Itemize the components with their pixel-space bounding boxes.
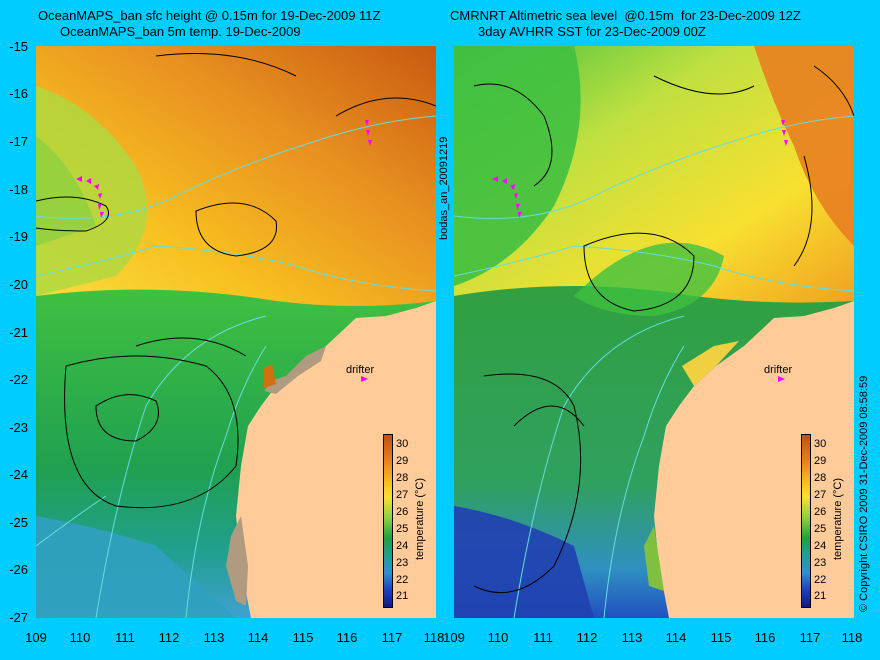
cb-tick: 25 <box>396 523 409 535</box>
cb-tick: 23 <box>814 557 827 569</box>
right-colorbar-label: temperature (°C) <box>832 477 844 560</box>
right-title-line1: CMRNRT Altimetric sea level @0.15m for 2… <box>450 8 801 23</box>
left-colorbar-label: temperature (°C) <box>414 477 426 560</box>
y-tick: -25 <box>9 515 28 530</box>
left-sst-map <box>36 46 436 618</box>
left-map-panel <box>36 46 436 618</box>
x-tick: 109 <box>443 630 465 645</box>
y-tick: -16 <box>9 86 28 101</box>
x-tick: 114 <box>665 630 687 645</box>
x-tick: 113 <box>621 630 643 645</box>
x-tick: 110 <box>69 630 91 645</box>
cb-tick: 26 <box>814 506 827 518</box>
left-title-line1: OceanMAPS_ban sfc height @ 0.15m for 19-… <box>38 8 381 23</box>
y-tick: -21 <box>9 325 28 340</box>
run-id-label: bodas_an_20091219 <box>438 136 450 240</box>
x-tick: 117 <box>381 630 403 645</box>
y-tick: -15 <box>9 39 28 54</box>
x-tick: 112 <box>576 630 598 645</box>
y-tick: -23 <box>9 420 28 435</box>
left-drifter-label: drifter <box>346 364 375 376</box>
y-tick: -20 <box>9 277 28 292</box>
y-tick: -24 <box>9 467 28 482</box>
x-tick: 115 <box>710 630 732 645</box>
cb-tick: 27 <box>814 489 827 501</box>
y-tick: -19 <box>9 229 28 244</box>
cb-tick: 22 <box>814 574 827 586</box>
x-tick: 112 <box>158 630 180 645</box>
left-colorbar <box>383 434 393 608</box>
x-tick: 118 <box>423 630 445 645</box>
y-tick: -18 <box>9 182 28 197</box>
x-tick: 116 <box>754 630 776 645</box>
cb-tick: 28 <box>814 472 827 484</box>
x-tick: 114 <box>247 630 269 645</box>
x-tick: 115 <box>292 630 314 645</box>
x-tick: 113 <box>203 630 225 645</box>
cb-tick: 23 <box>396 557 409 569</box>
right-drifter-label: drifter <box>764 364 793 376</box>
copyright-label: © Copyright CSIRO 2009 31-Dec-2009 08:58… <box>858 375 870 612</box>
cb-tick: 30 <box>396 438 409 450</box>
cb-tick: 27 <box>396 489 409 501</box>
x-tick: 109 <box>25 630 47 645</box>
cb-tick: 21 <box>396 590 409 602</box>
cb-tick: 29 <box>396 455 409 467</box>
cb-tick: 25 <box>814 523 827 535</box>
right-colorbar <box>801 434 811 608</box>
y-tick: -27 <box>9 610 28 625</box>
x-tick: 117 <box>799 630 821 645</box>
cb-tick: 24 <box>396 540 409 552</box>
left-title-line2: OceanMAPS_ban 5m temp. 19-Dec-2009 <box>60 24 301 39</box>
cb-tick: 21 <box>814 590 827 602</box>
x-tick: 110 <box>487 630 509 645</box>
cb-tick: 30 <box>814 438 827 450</box>
cb-tick: 24 <box>814 540 827 552</box>
cb-tick: 22 <box>396 574 409 586</box>
y-tick: -17 <box>9 134 28 149</box>
right-sst-map <box>454 46 854 618</box>
y-tick: -26 <box>9 562 28 577</box>
cb-tick: 26 <box>396 506 409 518</box>
y-tick: -22 <box>9 372 28 387</box>
x-tick: 111 <box>115 630 135 645</box>
right-map-panel <box>454 46 854 618</box>
right-title-line2: 3day AVHRR SST for 23-Dec-2009 00Z <box>478 24 706 39</box>
x-tick: 118 <box>841 630 863 645</box>
x-tick: 116 <box>336 630 358 645</box>
cb-tick: 29 <box>814 455 827 467</box>
cb-tick: 28 <box>396 472 409 484</box>
x-tick: 111 <box>533 630 553 645</box>
